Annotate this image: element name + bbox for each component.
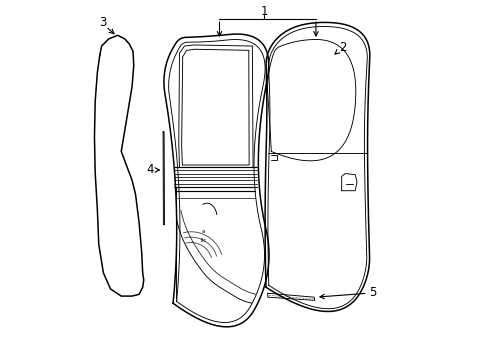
Text: IIc: IIc — [200, 238, 206, 243]
Text: 5: 5 — [368, 286, 375, 299]
Text: 4: 4 — [146, 163, 153, 176]
Text: a: a — [201, 229, 205, 234]
Text: 3: 3 — [99, 16, 106, 29]
Text: 2: 2 — [338, 41, 346, 54]
Text: 1: 1 — [260, 5, 267, 18]
